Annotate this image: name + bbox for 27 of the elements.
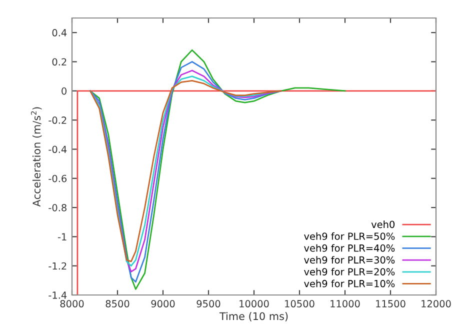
x-tick-label: 9500 — [196, 300, 220, 308]
x-tick-label: 12000 — [422, 300, 451, 308]
x-tick-label: 11000 — [330, 300, 360, 308]
y-tick-label: -0.4 — [48, 146, 67, 154]
y-tick-label: -1.4 — [48, 292, 67, 299]
legend-label: veh9 for PLR=40% — [304, 244, 395, 252]
x-tick-label: 11500 — [376, 300, 406, 308]
x-tick-label: 10500 — [285, 300, 314, 308]
legend-label: veh9 for PLR=10% — [304, 280, 395, 288]
y-tick-label: 0.2 — [52, 58, 66, 66]
y-tick-label: -1 — [58, 233, 66, 240]
y-tick-label: -1.2 — [48, 262, 66, 270]
x-tick-label: 10000 — [240, 300, 269, 308]
y-tick-label: -0.6 — [48, 174, 67, 182]
legend-label: veh9 for PLR=50% — [304, 232, 395, 240]
y-tick-label: -0.8 — [48, 204, 66, 212]
x-tick-label: 8000 — [60, 300, 84, 308]
legend-label: veh0 — [371, 220, 395, 228]
y-axis-title: Acceleration (m/s$^{2}$) — [30, 107, 42, 207]
y-tick-label: 0.4 — [52, 29, 67, 36]
legend-label: veh9 for PLR=20% — [304, 268, 395, 276]
y-tick-label: 0 — [62, 87, 66, 95]
x-tick-label: 8500 — [106, 300, 130, 308]
x-axis-title: Time (10 ms) — [219, 312, 288, 322]
legend-label: veh9 for PLR=30% — [304, 256, 395, 264]
y-tick-label: -0.2 — [48, 116, 66, 124]
x-tick-label: 9000 — [151, 300, 175, 308]
